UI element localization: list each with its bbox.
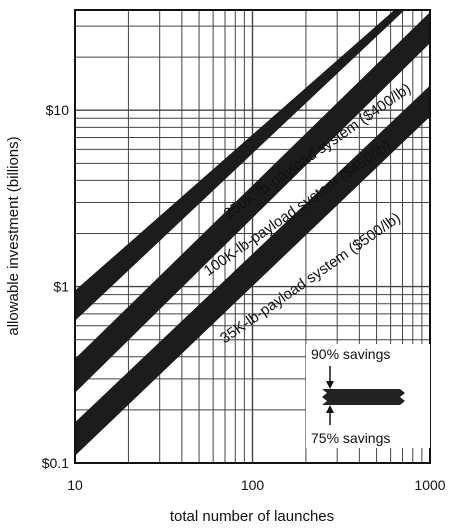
- y-tick-label: $10: [46, 102, 70, 118]
- y-axis-label: allowable investment (billions): [5, 136, 22, 335]
- x-tick-label: 1000: [414, 477, 445, 493]
- x-tick-label: 10: [67, 477, 83, 493]
- legend-band-swatch: [322, 389, 405, 405]
- legend: 90% savings 75% savings: [306, 344, 430, 448]
- legend-arrow-top-head: [326, 381, 334, 389]
- x-tick-label: 100: [241, 477, 265, 493]
- x-axis-label: total number of launches: [170, 508, 334, 525]
- series-band-100k: [75, 12, 430, 393]
- legend-top-label: 90% savings: [311, 346, 390, 362]
- series-band-35k: [75, 85, 430, 456]
- series-bands: [75, 10, 430, 456]
- y-tick-label: $1: [53, 279, 69, 295]
- legend-bottom-label: 75% savings: [311, 430, 390, 446]
- plot-frame: [74, 9, 431, 464]
- series-band-250k: [75, 10, 405, 321]
- legend-arrow-bottom-head: [326, 405, 334, 413]
- y-tick-label: $0.1: [42, 455, 69, 471]
- tick-labels: 10 100 1000 $0.1 $1 $10: [42, 102, 446, 493]
